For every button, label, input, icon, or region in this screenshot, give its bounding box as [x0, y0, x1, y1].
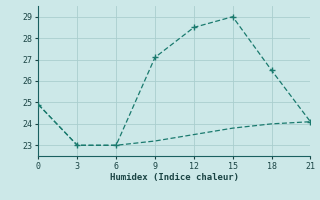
- X-axis label: Humidex (Indice chaleur): Humidex (Indice chaleur): [110, 173, 239, 182]
